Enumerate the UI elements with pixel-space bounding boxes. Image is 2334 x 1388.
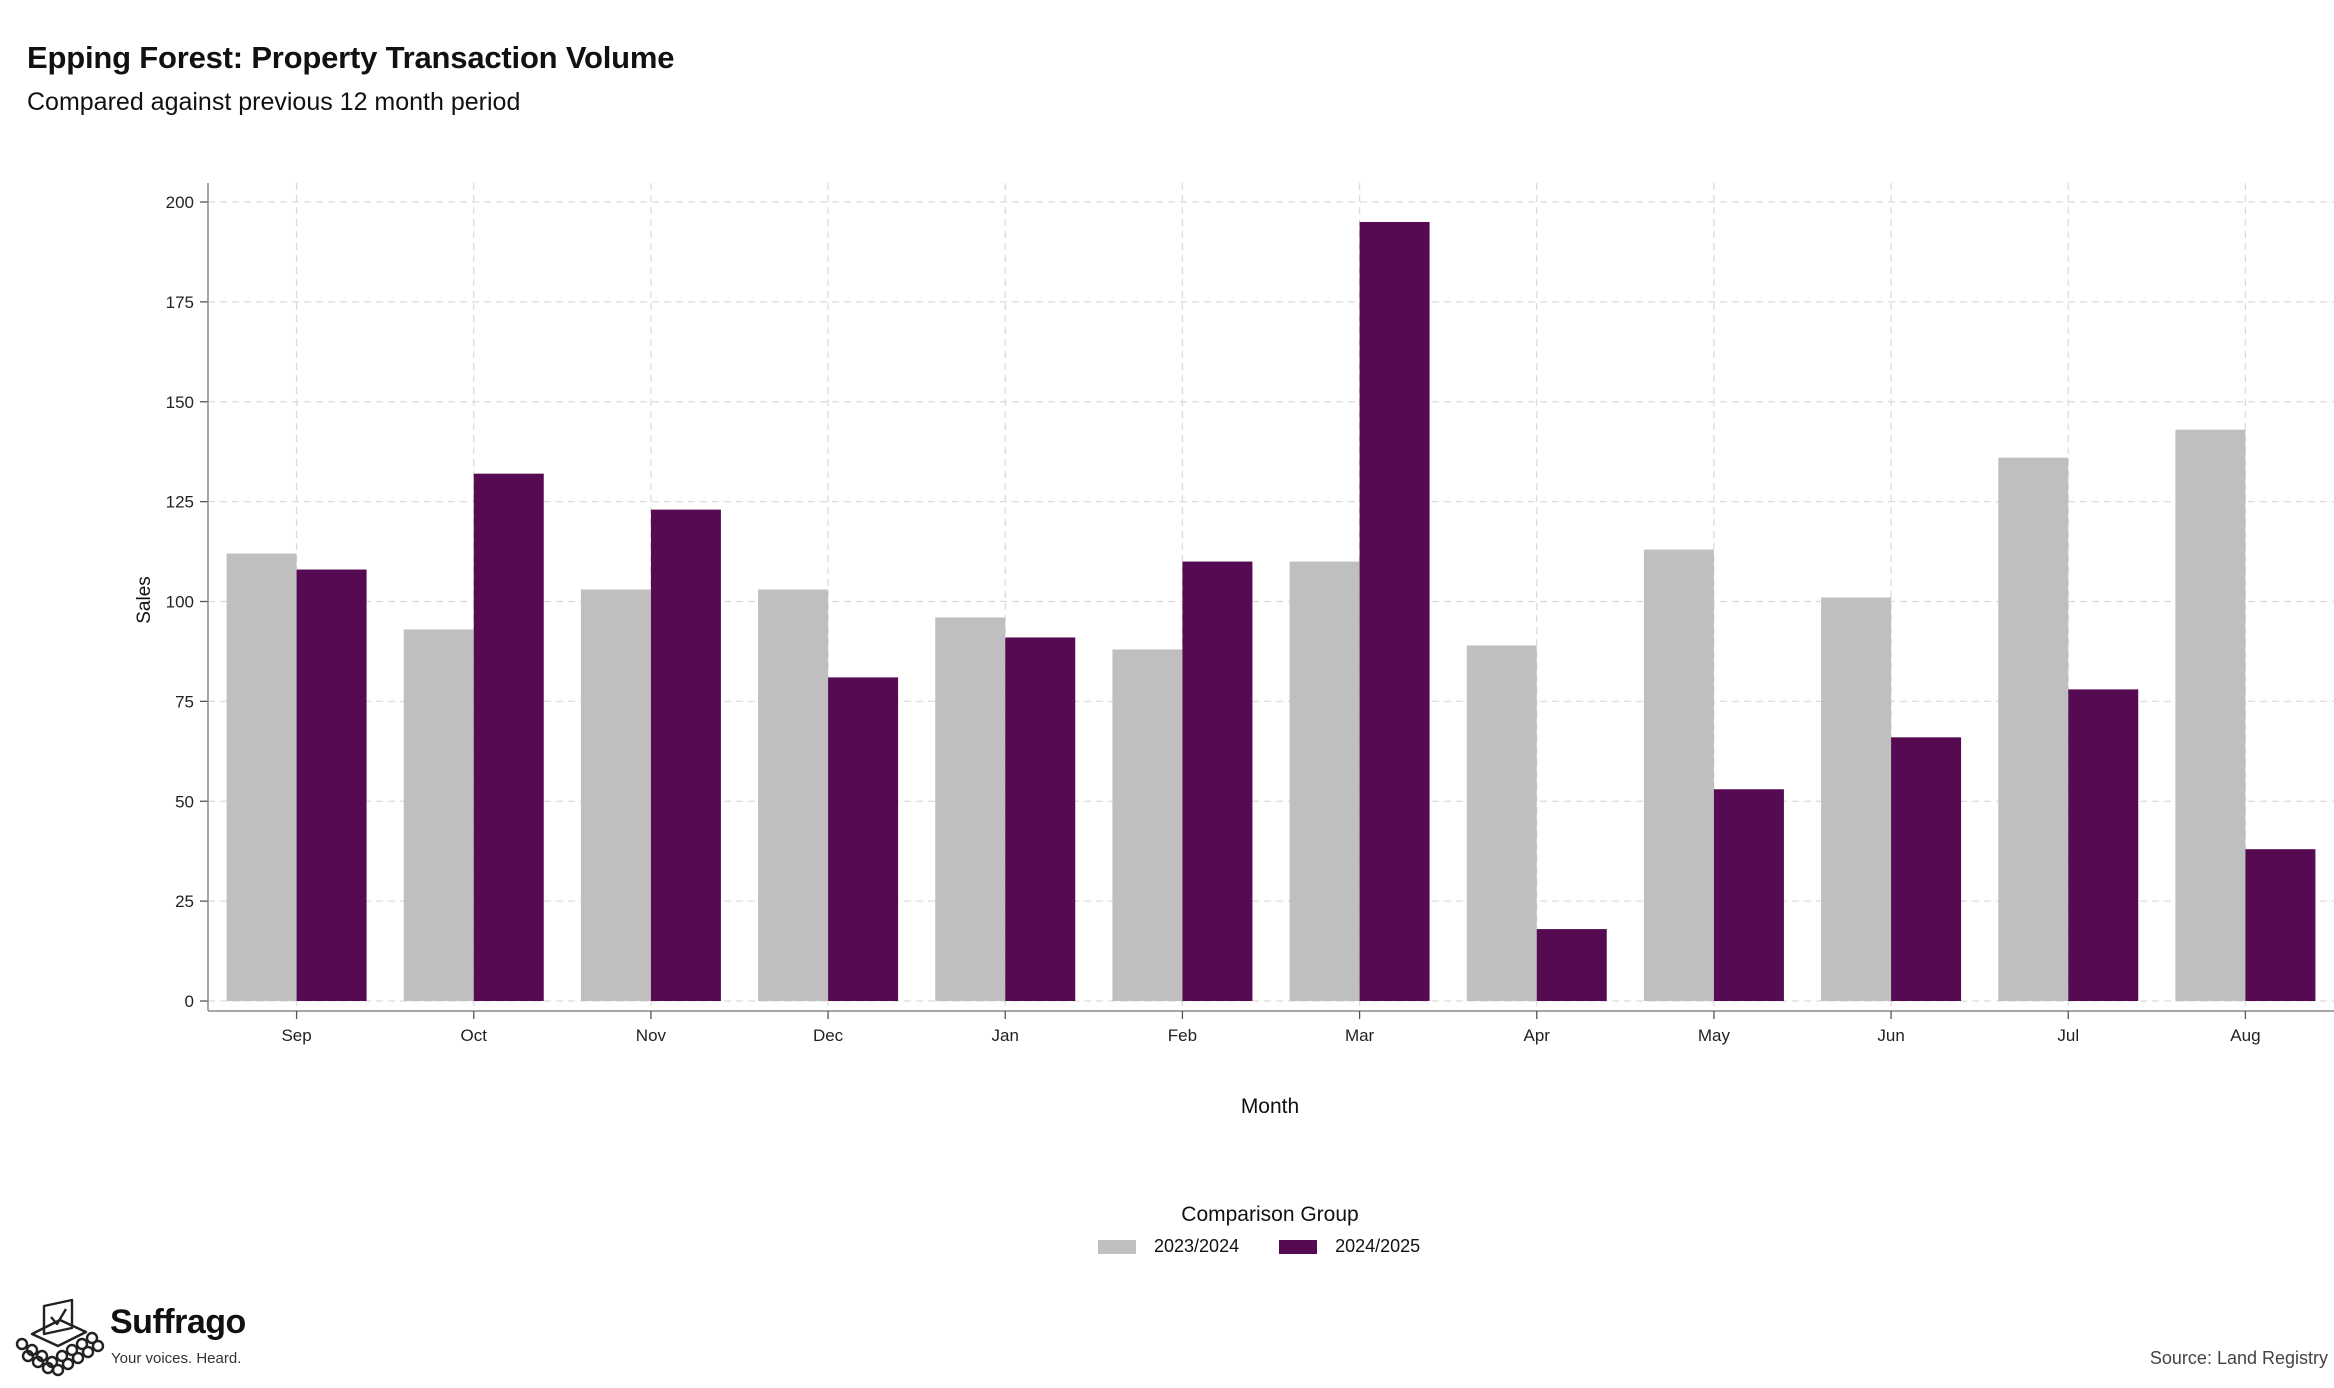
bar <box>1821 597 1892 1001</box>
y-tick-label: 50 <box>175 792 194 811</box>
x-tick-label: Apr <box>1524 1026 1551 1045</box>
bar <box>2175 429 2246 1002</box>
y-tick-label: 175 <box>166 293 194 312</box>
bar <box>1182 561 1253 1001</box>
bar <box>758 589 829 1001</box>
bar <box>1289 561 1360 1001</box>
y-tick-label: 125 <box>166 493 194 512</box>
x-tick-label: Dec <box>813 1026 844 1045</box>
legend-swatch-2024-2025 <box>1279 1239 1318 1254</box>
bar <box>935 617 1006 1001</box>
bar <box>580 589 651 1001</box>
bar <box>1005 637 1076 1001</box>
y-tick-label: 0 <box>185 992 194 1011</box>
y-tick-label: 150 <box>166 393 194 412</box>
x-tick-label: Sep <box>281 1026 311 1045</box>
bar <box>1112 649 1183 1001</box>
y-tick-label: 75 <box>175 692 194 711</box>
x-tick-label: Mar <box>1345 1026 1375 1045</box>
chart-title: Epping Forest: Property Transaction Volu… <box>27 40 675 75</box>
x-tick-label: May <box>1698 1026 1731 1045</box>
legend-item-2023-2024: 2023/2024 <box>1098 1236 1239 1257</box>
x-tick-label: Jul <box>2057 1026 2079 1045</box>
bar <box>828 677 899 1001</box>
x-tick-label: Jun <box>1877 1026 1904 1045</box>
bar <box>2068 689 2139 1001</box>
y-axis-title: Sales <box>134 576 155 624</box>
bar <box>1891 737 1962 1001</box>
bar <box>1359 221 1430 1002</box>
legend-label-2024-2025: 2024/2025 <box>1335 1236 1421 1256</box>
y-tick-label: 100 <box>166 593 194 612</box>
legend-swatch-2023-2024 <box>1098 1239 1136 1254</box>
x-tick-label: Oct <box>461 1026 488 1045</box>
x-axis-title: Month <box>1241 1095 1299 1118</box>
ballot-box-icon <box>15 1298 105 1377</box>
legend-title: Comparison Group <box>1181 1203 1359 1226</box>
bar <box>650 509 721 1001</box>
legend: 2023/2024 2024/2025 <box>1098 1236 1460 1257</box>
legend-item-2024-2025: 2024/2025 <box>1279 1236 1420 1257</box>
bar <box>2245 849 2316 1001</box>
brand-name: Suffrago <box>110 1303 246 1341</box>
bar <box>226 553 297 1001</box>
x-tick-label: Aug <box>2230 1026 2260 1045</box>
bar <box>1536 929 1607 1001</box>
bar <box>403 629 474 1001</box>
bar <box>1998 457 2069 1001</box>
x-tick-label: Feb <box>1168 1026 1197 1045</box>
y-tick-label: 25 <box>175 892 194 911</box>
x-tick-label: Nov <box>636 1026 667 1045</box>
chart-subtitle: Compared against previous 12 month perio… <box>27 88 521 116</box>
bar <box>473 473 544 1001</box>
legend-label-2023-2024: 2023/2024 <box>1154 1236 1240 1256</box>
bar <box>1643 549 1714 1001</box>
brand-tagline: Your voices. Heard. <box>111 1350 242 1367</box>
bar <box>296 569 367 1001</box>
y-tick-label: 200 <box>166 193 194 212</box>
bar <box>1713 789 1784 1001</box>
source-note: Source: Land Registry <box>2149 1348 2328 1368</box>
bar <box>1466 645 1537 1001</box>
x-tick-label: Jan <box>992 1026 1019 1045</box>
